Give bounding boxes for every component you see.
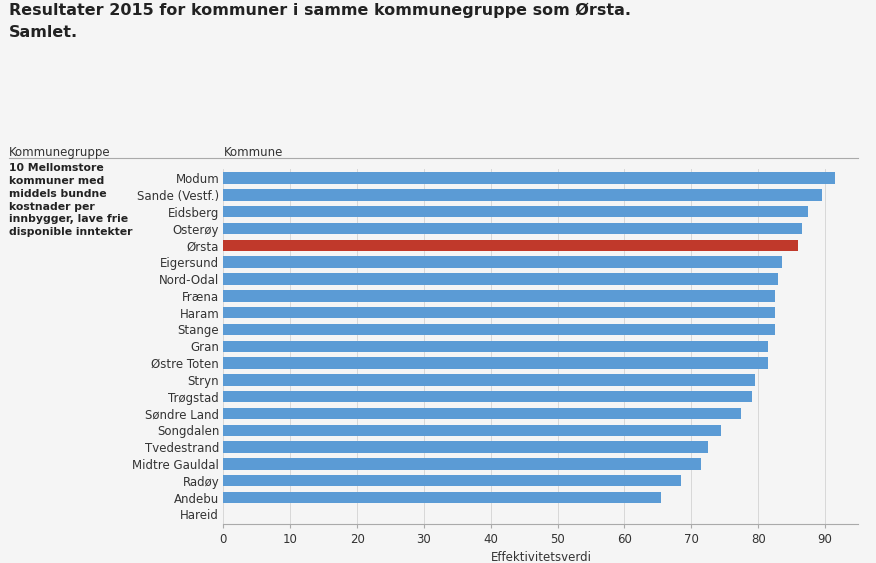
Bar	[223, 391, 752, 403]
Bar	[223, 240, 798, 251]
Bar	[223, 425, 722, 436]
Bar	[223, 223, 802, 234]
Bar	[223, 441, 708, 453]
Bar	[223, 341, 768, 352]
Text: Kommune: Kommune	[223, 146, 283, 159]
Text: Resultater 2015 for kommuner i samme kommunegruppe som Ørsta.: Resultater 2015 for kommuner i samme kom…	[9, 3, 631, 18]
Bar	[223, 358, 768, 369]
Bar	[223, 475, 682, 486]
Text: 10 Mellomstore
kommuner med
middels bundne
kostnader per
innbygger, lave frie
di: 10 Mellomstore kommuner med middels bund…	[9, 163, 132, 237]
Bar	[223, 189, 822, 200]
Bar	[223, 273, 778, 285]
Bar	[223, 172, 835, 184]
Bar	[223, 374, 755, 386]
Bar	[223, 307, 775, 318]
X-axis label: Effektivitetsverdi: Effektivitetsverdi	[491, 551, 591, 563]
Bar	[223, 458, 702, 470]
Bar	[223, 206, 809, 217]
Bar	[223, 257, 781, 268]
Bar	[223, 290, 775, 302]
Text: Samlet.: Samlet.	[9, 25, 78, 41]
Bar	[223, 324, 775, 335]
Text: Kommunegruppe: Kommunegruppe	[9, 146, 110, 159]
Bar	[223, 408, 741, 419]
Bar	[223, 492, 661, 503]
